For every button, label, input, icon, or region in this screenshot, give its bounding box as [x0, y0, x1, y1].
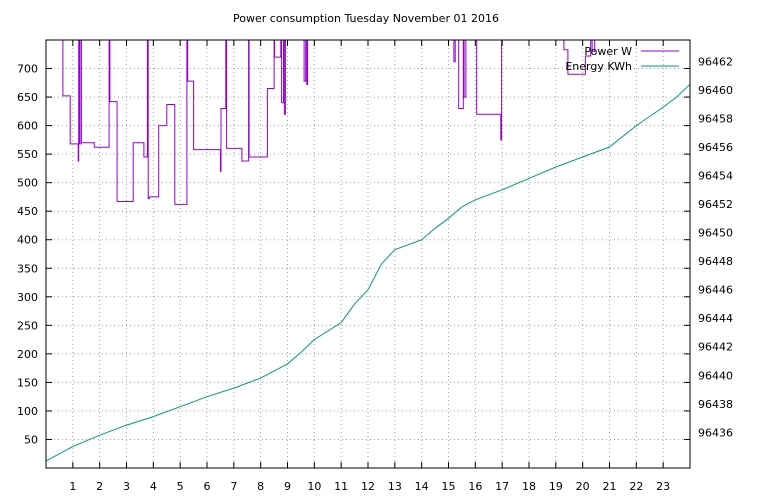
- x-tick-label: 2: [96, 480, 103, 493]
- x-tick-label: 7: [230, 480, 237, 493]
- x-tick-label: 5: [177, 480, 184, 493]
- y-tick-label: 600: [17, 120, 38, 133]
- y-tick-label: 100: [17, 405, 38, 418]
- x-tick-label: 15: [442, 480, 456, 493]
- x-tick-label: 10: [307, 480, 321, 493]
- chart-title: Power consumption Tuesday November 01 20…: [233, 12, 499, 25]
- y-tick-label: 200: [17, 348, 38, 361]
- x-tick-label: 9: [284, 480, 291, 493]
- y-tick-label: 50: [24, 433, 38, 446]
- right-axis-ticks: 96436 96438 96440 96442 96444 96446 96448 96450…: [698, 55, 733, 439]
- series-line-1: [45, 83, 691, 462]
- y2-tick-label: 96460: [698, 84, 733, 97]
- y-tick-label: 650: [17, 91, 38, 104]
- legend-label: Energy KWh: [565, 60, 632, 73]
- y-tick-label: 300: [17, 291, 38, 304]
- x-tick-label: 16: [468, 480, 482, 493]
- y2-tick-label: 96440: [698, 369, 733, 382]
- x-tick-label: 17: [495, 480, 509, 493]
- x-tick-label: 22: [629, 480, 643, 493]
- y-tick-label: 350: [17, 262, 38, 275]
- x-tick-label: 23: [656, 480, 670, 493]
- bottom-axis-ticks: 1 2 3 4 5 6 7 8 9 10 11 12 13 14 15 16 17 18 19 20 21 22 23: [69, 40, 670, 493]
- x-tick-label: 3: [123, 480, 130, 493]
- x-tick-label: 6: [204, 480, 211, 493]
- x-tick-label: 21: [603, 480, 617, 493]
- y2-tick-label: 96462: [698, 55, 733, 68]
- x-tick-label: 8: [257, 480, 264, 493]
- y-tick-label: 550: [17, 148, 38, 161]
- left-axis-ticks: 50 100 150 200 250 300 350 400 450 500 550 600 650 70…: [17, 63, 690, 446]
- x-tick-label: 12: [361, 480, 375, 493]
- y2-tick-label: 96442: [698, 341, 733, 354]
- y2-tick-label: 96458: [698, 112, 733, 125]
- x-tick-label: 20: [576, 480, 590, 493]
- y2-tick-label: 96452: [698, 198, 733, 211]
- y2-tick-label: 96450: [698, 227, 733, 240]
- legend: Power W Energy KWh: [565, 45, 679, 73]
- y2-tick-label: 96444: [698, 312, 733, 325]
- y2-tick-label: 96438: [698, 398, 733, 411]
- x-tick-label: 1: [69, 480, 76, 493]
- y-tick-label: 400: [17, 234, 38, 247]
- x-tick-label: 11: [334, 480, 348, 493]
- y2-tick-label: 96446: [698, 284, 733, 297]
- y2-tick-label: 96456: [698, 141, 733, 154]
- grid-lines: [46, 40, 690, 468]
- x-tick-label: 13: [388, 480, 402, 493]
- y-tick-label: 450: [17, 205, 38, 218]
- x-tick-label: 18: [522, 480, 536, 493]
- x-tick-label: 14: [415, 480, 429, 493]
- y-tick-label: 700: [17, 63, 38, 76]
- series-energy-kwh: [45, 83, 691, 462]
- legend-label: Power W: [584, 45, 632, 58]
- y-tick-label: 150: [17, 376, 38, 389]
- y2-tick-label: 96436: [698, 426, 733, 439]
- x-tick-label: 19: [549, 480, 563, 493]
- x-tick-label: 4: [150, 480, 157, 493]
- y-tick-label: 250: [17, 319, 38, 332]
- y2-tick-label: 96454: [698, 170, 733, 183]
- y-tick-label: 500: [17, 177, 38, 190]
- y2-tick-label: 96448: [698, 255, 733, 268]
